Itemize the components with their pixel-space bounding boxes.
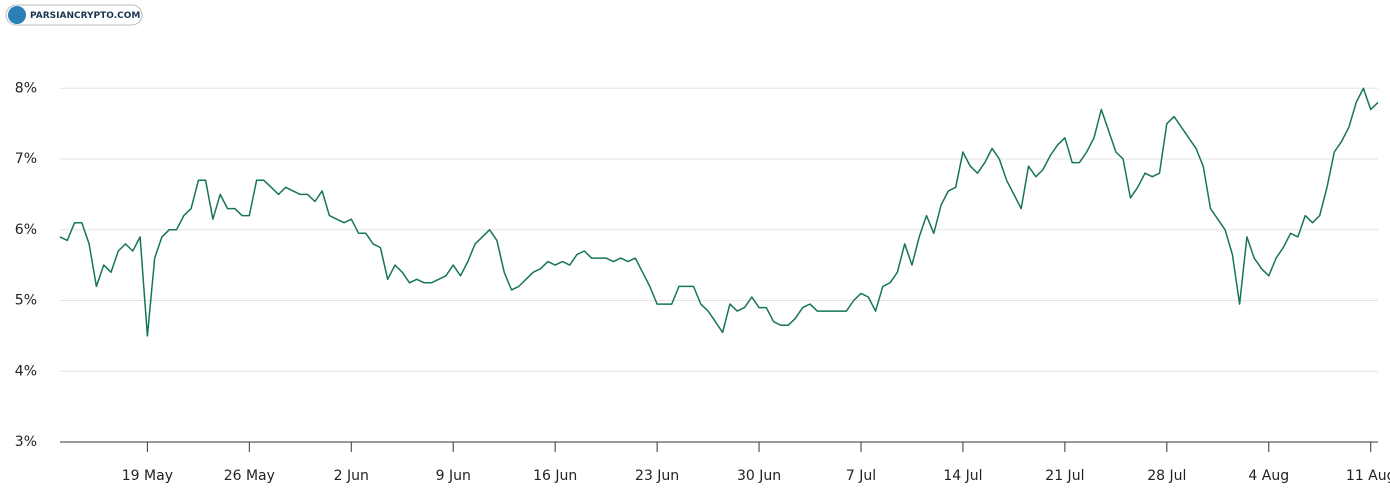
x-tick-label: 19 May [122, 468, 173, 484]
x-tick-label: 4 Aug [1248, 468, 1289, 484]
logo-badge [5, 4, 143, 26]
y-tick-label: 4% [15, 363, 37, 379]
data-line [59, 87, 1379, 337]
logo-icon [8, 6, 26, 24]
x-tick-label: 30 Jun [737, 468, 781, 484]
x-tick-label: 14 Jul [943, 468, 982, 484]
x-tick-label: 23 Jun [635, 468, 679, 484]
y-tick-label: 8% [15, 80, 37, 96]
y-tick-label: 6% [15, 222, 37, 238]
x-tick-label: 2 Jun [334, 468, 369, 484]
x-tick-label: 7 Jul [846, 468, 876, 484]
x-tick-label: 26 May [224, 468, 275, 484]
logo-text: PARSIANCRYPTO.COM [30, 11, 140, 21]
y-tick-label: 7% [15, 151, 37, 167]
y-tick-label: 3% [15, 434, 37, 450]
x-tick-label: 28 Jul [1147, 468, 1186, 484]
x-tick-label: 21 Jul [1045, 468, 1084, 484]
y-tick-label: 5% [15, 293, 37, 309]
x-tick-label: 11 Aug [1346, 468, 1390, 484]
x-tick-label: 16 Jun [533, 468, 577, 484]
x-tick-label: 9 Jun [436, 468, 471, 484]
